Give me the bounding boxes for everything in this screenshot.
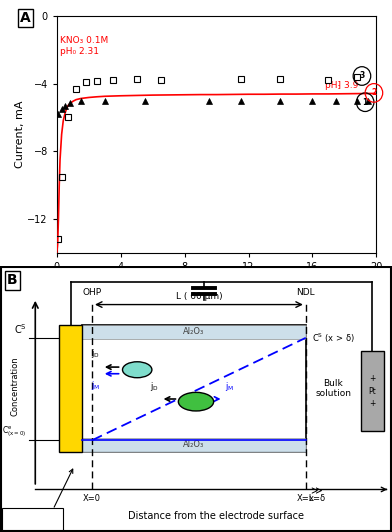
Text: Au-plugged
AAO pore: Au-plugged AAO pore [11, 512, 53, 526]
Text: OHP: OHP [83, 288, 102, 297]
Text: NO₃⁻: NO₃⁻ [187, 398, 205, 405]
Text: j$_\mathregular{M}$: j$_\mathregular{M}$ [91, 379, 100, 392]
Text: A: A [20, 11, 31, 25]
Text: Distance from the electrode surface: Distance from the electrode surface [128, 511, 303, 521]
Text: - 0.5 V: - 0.5 V [68, 367, 73, 388]
Text: X=0: X=0 [83, 494, 101, 503]
Text: +
Pt
+: + Pt + [368, 374, 376, 408]
Bar [82, 325, 306, 452]
Text: $\mathregular{C^e_{(x=0)}}$: $\mathregular{C^e_{(x=0)}}$ [2, 424, 27, 439]
Text: Al₂O₃: Al₂O₃ [183, 440, 205, 450]
Text: 1: 1 [363, 98, 368, 107]
Text: x: x [391, 485, 392, 494]
Text: B: B [7, 273, 18, 287]
Text: 2: 2 [371, 88, 377, 97]
Text: Al₂O₃: Al₂O₃ [183, 327, 205, 336]
Text: j$_\mathregular{M}$: j$_\mathregular{M}$ [225, 380, 234, 393]
Y-axis label: Current, mA: Current, mA [15, 101, 25, 168]
Text: L ( 60 μm): L ( 60 μm) [176, 293, 222, 301]
Text: Bulk
solution: Bulk solution [315, 379, 351, 398]
Ellipse shape [122, 362, 152, 378]
Bar [82, 437, 306, 452]
Text: NDL: NDL [296, 288, 315, 297]
Text: Concentration: Concentration [11, 356, 19, 415]
FancyBboxPatch shape [2, 509, 63, 530]
Text: 3: 3 [359, 71, 365, 80]
Text: j$_\mathregular{D}$: j$_\mathregular{D}$ [150, 380, 159, 393]
Text: pH⁆ 3.9: pH⁆ 3.9 [325, 80, 359, 89]
Text: $\mathregular{C^S}$: $\mathregular{C^S}$ [14, 323, 27, 337]
Bar [59, 325, 82, 452]
Bar [361, 351, 384, 431]
Text: Au: Au [66, 428, 75, 439]
Text: $\mathregular{C^S}$ (x > δ): $\mathregular{C^S}$ (x > δ) [312, 331, 354, 345]
Text: KNO₃ 0.1M
pH₀ 2.31: KNO₃ 0.1M pH₀ 2.31 [60, 36, 108, 56]
Bar [82, 325, 306, 339]
X-axis label: Time, min: Time, min [189, 275, 244, 285]
Text: j$_\mathregular{D}$: j$_\mathregular{D}$ [91, 347, 100, 361]
Text: x=δ: x=δ [309, 494, 326, 503]
Text: H⁺: H⁺ [132, 365, 142, 374]
Text: X=L: X=L [297, 494, 314, 503]
Ellipse shape [178, 393, 214, 411]
Text: ≫: ≫ [310, 486, 321, 496]
